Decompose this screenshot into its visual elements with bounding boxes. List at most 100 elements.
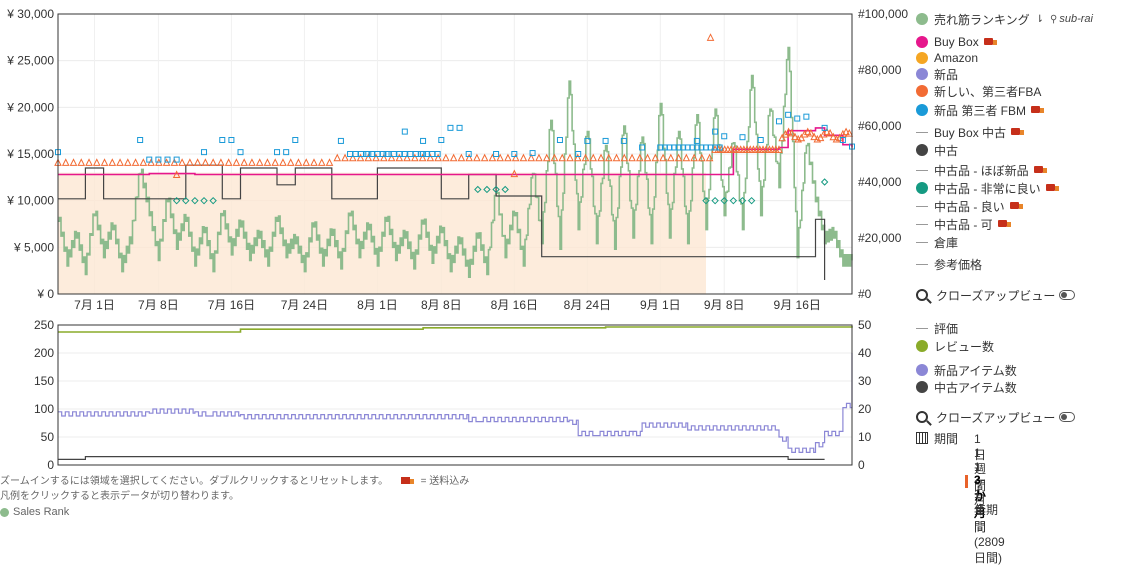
period-option-1d[interactable]: 1日 <box>974 432 987 462</box>
series-used-line <box>58 164 826 280</box>
very-good-marker <box>492 185 500 194</box>
fba-marker <box>581 153 590 162</box>
legend-item-sales-rank[interactable]: 売れ筋ランキング ⇂ ⚲ sub-rai <box>916 11 1093 27</box>
sales-rank-footer-label: Sales Rank <box>13 506 70 518</box>
fba-marker <box>449 153 458 162</box>
fba-marker <box>604 153 613 162</box>
legend-label: 中古 <box>934 143 959 158</box>
very-good-marker <box>483 185 491 194</box>
x-tick-label: 9月 1日 <box>640 298 681 312</box>
fba-marker <box>558 153 567 162</box>
legend-item-new[interactable]: 新品 <box>916 66 958 82</box>
period-option-1m[interactable]: 1ケ月 <box>974 460 987 507</box>
legend-label: 新品アイテム数 <box>934 363 1017 378</box>
fbm-marker <box>693 137 700 144</box>
fba-marker <box>178 158 186 166</box>
new-fba-dot-icon <box>916 85 928 97</box>
fbm-marker <box>803 113 810 120</box>
y-right-tick-label: 20 <box>858 402 872 416</box>
fbm-marker <box>292 137 299 143</box>
y-right-tick-label: 10 <box>858 430 872 444</box>
x-tick-label: 7月 16日 <box>208 298 255 312</box>
fbm-marker <box>584 137 591 144</box>
period-option-1w[interactable]: 1週間 <box>974 446 987 493</box>
legend-item-new-item-count[interactable]: 新品アイテム数 <box>916 362 1017 378</box>
fba-marker <box>589 153 598 162</box>
fba-marker <box>255 158 264 166</box>
truck-icon <box>1045 183 1059 193</box>
search-icon <box>916 411 928 423</box>
dash-icon <box>916 223 928 225</box>
fbm-marker <box>237 149 244 156</box>
zoom-hint: ズームインするには領域を選択してください。ダブルクリックするとリセットします。 … <box>0 472 469 487</box>
x-tick-label: 8月 24日 <box>564 298 611 312</box>
legend-item-new-fbm[interactable]: 新品 第三者 FBM <box>916 102 1044 118</box>
sales-rank-footer[interactable]: Sales Rank <box>0 506 69 518</box>
fbm-marker <box>757 137 764 143</box>
tree-icon[interactable]: ⚲ <box>1050 13 1058 25</box>
fba-marker <box>209 158 217 166</box>
fba-marker <box>403 153 411 162</box>
fba-marker <box>781 129 790 138</box>
y-left-tick-label: ¥ 10,000 <box>6 194 54 208</box>
fba-marker <box>628 153 636 162</box>
fba-marker <box>791 132 799 141</box>
fba-marker <box>667 153 675 162</box>
fba-marker <box>659 153 667 162</box>
y-right-tick-label: 50 <box>858 318 872 332</box>
legend-item-used-very-good[interactable]: 中古品 - 非常に良い <box>916 180 1059 196</box>
fba-marker <box>116 158 124 166</box>
legend-item-used-like-new[interactable]: 中古品 - ほぼ新品 <box>916 162 1047 178</box>
closeup-view-toggle-2[interactable]: クローズアップビュー <box>916 409 1076 425</box>
fba-marker <box>224 158 233 166</box>
used-dot-icon <box>916 144 928 156</box>
dash-icon <box>916 205 928 207</box>
legend-item-used-acceptable[interactable]: 中古品 - 可 <box>916 216 1011 232</box>
legend-item-buy-box-used[interactable]: Buy Box 中古 <box>916 124 1025 140</box>
period-option-all[interactable]: 全期間 (2809 日間) <box>974 503 1005 565</box>
truck-icon <box>983 37 997 47</box>
toggle-icon[interactable] <box>1059 412 1076 422</box>
very-good-marker <box>172 196 181 205</box>
legend-item-used-item-count[interactable]: 中古アイテム数 <box>916 379 1017 395</box>
legend-item-new-fba[interactable]: 新しい、第三者FBA <box>916 83 1041 99</box>
fba-marker <box>473 153 481 162</box>
fba-marker <box>85 158 93 166</box>
sub-rank-link[interactable]: sub-rai <box>1059 13 1093 25</box>
x-tick-label: 8月 16日 <box>491 298 538 312</box>
fbm-marker <box>447 124 454 131</box>
very-good-marker <box>200 196 208 205</box>
fba-marker <box>519 153 528 162</box>
y-left-tick-label: ¥ 25,000 <box>6 54 54 68</box>
toggle-icon[interactable] <box>1059 290 1076 300</box>
legend-label: 参考価格 <box>934 257 983 272</box>
legend-item-used[interactable]: 中古 <box>916 142 958 158</box>
fba-marker <box>302 158 311 166</box>
fba-marker <box>364 153 373 162</box>
sort-icon[interactable]: ⇂ <box>1035 13 1045 25</box>
fba-marker <box>294 158 303 166</box>
fba-marker <box>775 145 783 153</box>
legend-item-warehouse[interactable]: 倉庫 <box>916 234 958 250</box>
fbm-marker <box>219 137 226 143</box>
fba-marker <box>186 158 194 166</box>
legend-item-reference-price[interactable]: 参考価格 <box>916 256 982 272</box>
fbm-marker <box>465 151 472 157</box>
legend-item-used-good[interactable]: 中古品 - 良い <box>916 198 1023 214</box>
count-chart[interactable]: 0 50 100 150 200 250 0 10 20 30 40 50 <box>0 315 912 475</box>
closeup-view-toggle[interactable]: クローズアップビュー <box>916 287 1076 303</box>
period-option-3m[interactable]: 3か月 <box>965 473 987 520</box>
fba-marker <box>217 158 225 166</box>
legend-label: 評価 <box>934 321 959 336</box>
fbm-marker <box>283 149 290 156</box>
legend-item-amazon[interactable]: Amazon <box>916 50 978 66</box>
fba-marker <box>395 153 404 162</box>
fbm-marker <box>529 150 536 157</box>
price-rank-chart[interactable]: ¥ 0 ¥ 5,000 ¥ 10,000 ¥ 15,000 ¥ 20,000 ¥ 25,0… <box>0 0 912 315</box>
fba-marker <box>778 133 786 142</box>
legend-item-rating[interactable]: 評価 <box>916 320 958 336</box>
legend-item-buy-box[interactable]: Buy Box <box>916 34 997 50</box>
legend-label: Amazon <box>934 51 979 65</box>
fba-marker <box>550 153 559 162</box>
legend-item-review-count[interactable]: レビュー数 <box>916 338 994 354</box>
